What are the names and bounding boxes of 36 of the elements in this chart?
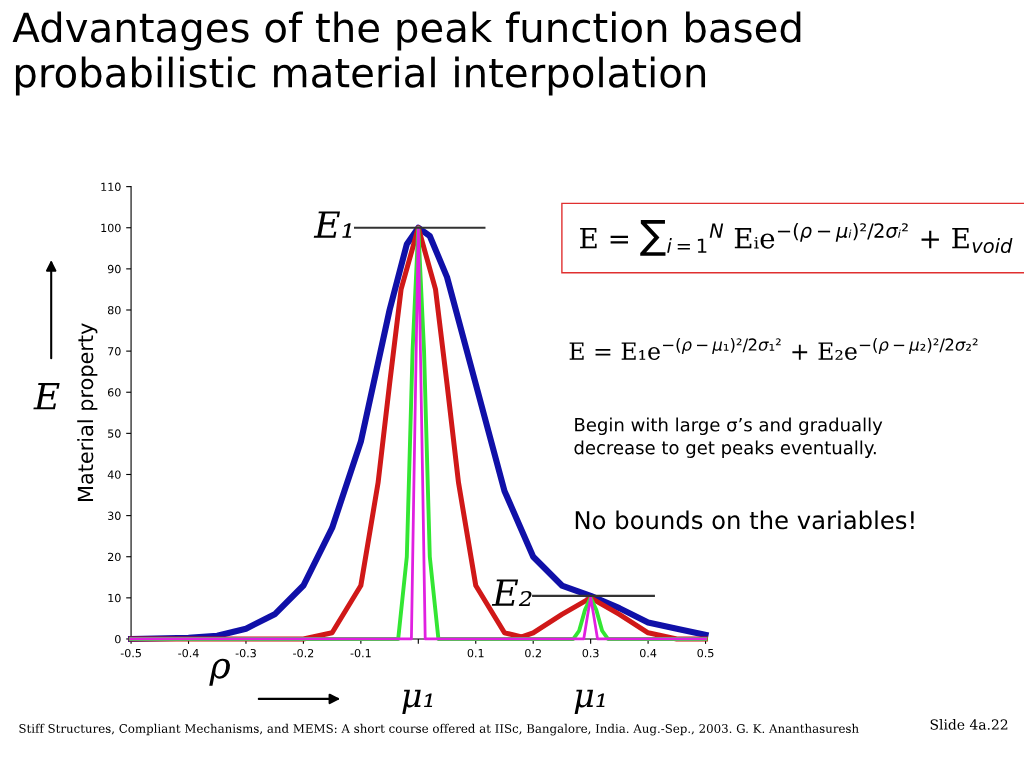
y-tick-label: 90 — [107, 264, 121, 274]
annotation: E = ∑$_{i=1}$$^{N}$ Eᵢe$^{−(ρ−μᵢ)²/2σᵢ²}$ + E$_{void}$ — [580, 220, 1013, 256]
y-tick-label: 30 — [108, 511, 121, 520]
y-tick-label: 100 — [101, 223, 121, 233]
x-tick-label: 0.1 — [467, 648, 484, 658]
text: ρ — [209, 658, 230, 686]
y-tick-label: 20 — [108, 552, 121, 562]
x-tick-label: -0.1 — [350, 648, 371, 658]
annotation: No bounds on the variables! — [575, 510, 914, 530]
x-tick-label: 0.5 — [697, 648, 714, 658]
y-tick-label: 110 — [101, 182, 121, 191]
text: E — [33, 383, 60, 410]
x-tick-label: -0.2 — [293, 648, 314, 658]
x-tick-label: -0.5 — [120, 648, 141, 658]
x-tick-label: -0.3 — [235, 648, 256, 658]
y-axis-title: Material property — [77, 323, 98, 501]
y-tick-label: 0 — [115, 634, 121, 644]
text: μ₁ — [574, 689, 605, 714]
y-tick-label: 70 — [108, 347, 121, 356]
x-tick-label: 0.3 — [582, 648, 599, 658]
x-tick-label: 0.4 — [639, 648, 657, 658]
y-tick-label: 10 — [108, 593, 121, 603]
x-tick-label: -0.4 — [178, 648, 199, 658]
annotation: Begin with large σ’s and gradually decrease to get peaks eventually. — [574, 417, 883, 458]
text: Slide 4a.22 — [930, 719, 1008, 730]
annotation: E₂ — [491, 579, 532, 606]
y-tick-label: 50 — [108, 429, 121, 438]
text: Stiff Structures, Compliant Mechanisms, and MEMS: A short course offered at IISc, Bangalore, India. Aug.-Sep., 2003. G. K. Ananthasuresh — [19, 723, 859, 736]
chart-title: Advantages of the peak function based probabilistic material interpolation — [12, 11, 801, 96]
annotation: E = E₁e$^{−(ρ−μ₁)²/2σ₁²}$ + E₂e$^{−(ρ−μ₂)²/2σ₂²}$ — [569, 338, 978, 360]
annotation: E₁ — [313, 211, 352, 238]
x-tick-label: 0.2 — [525, 648, 541, 658]
text: μ₁ — [402, 689, 433, 714]
y-tick-label: 80 — [107, 305, 121, 315]
y-tick-label: 40 — [107, 470, 121, 479]
y-tick-label: 60 — [107, 388, 121, 397]
